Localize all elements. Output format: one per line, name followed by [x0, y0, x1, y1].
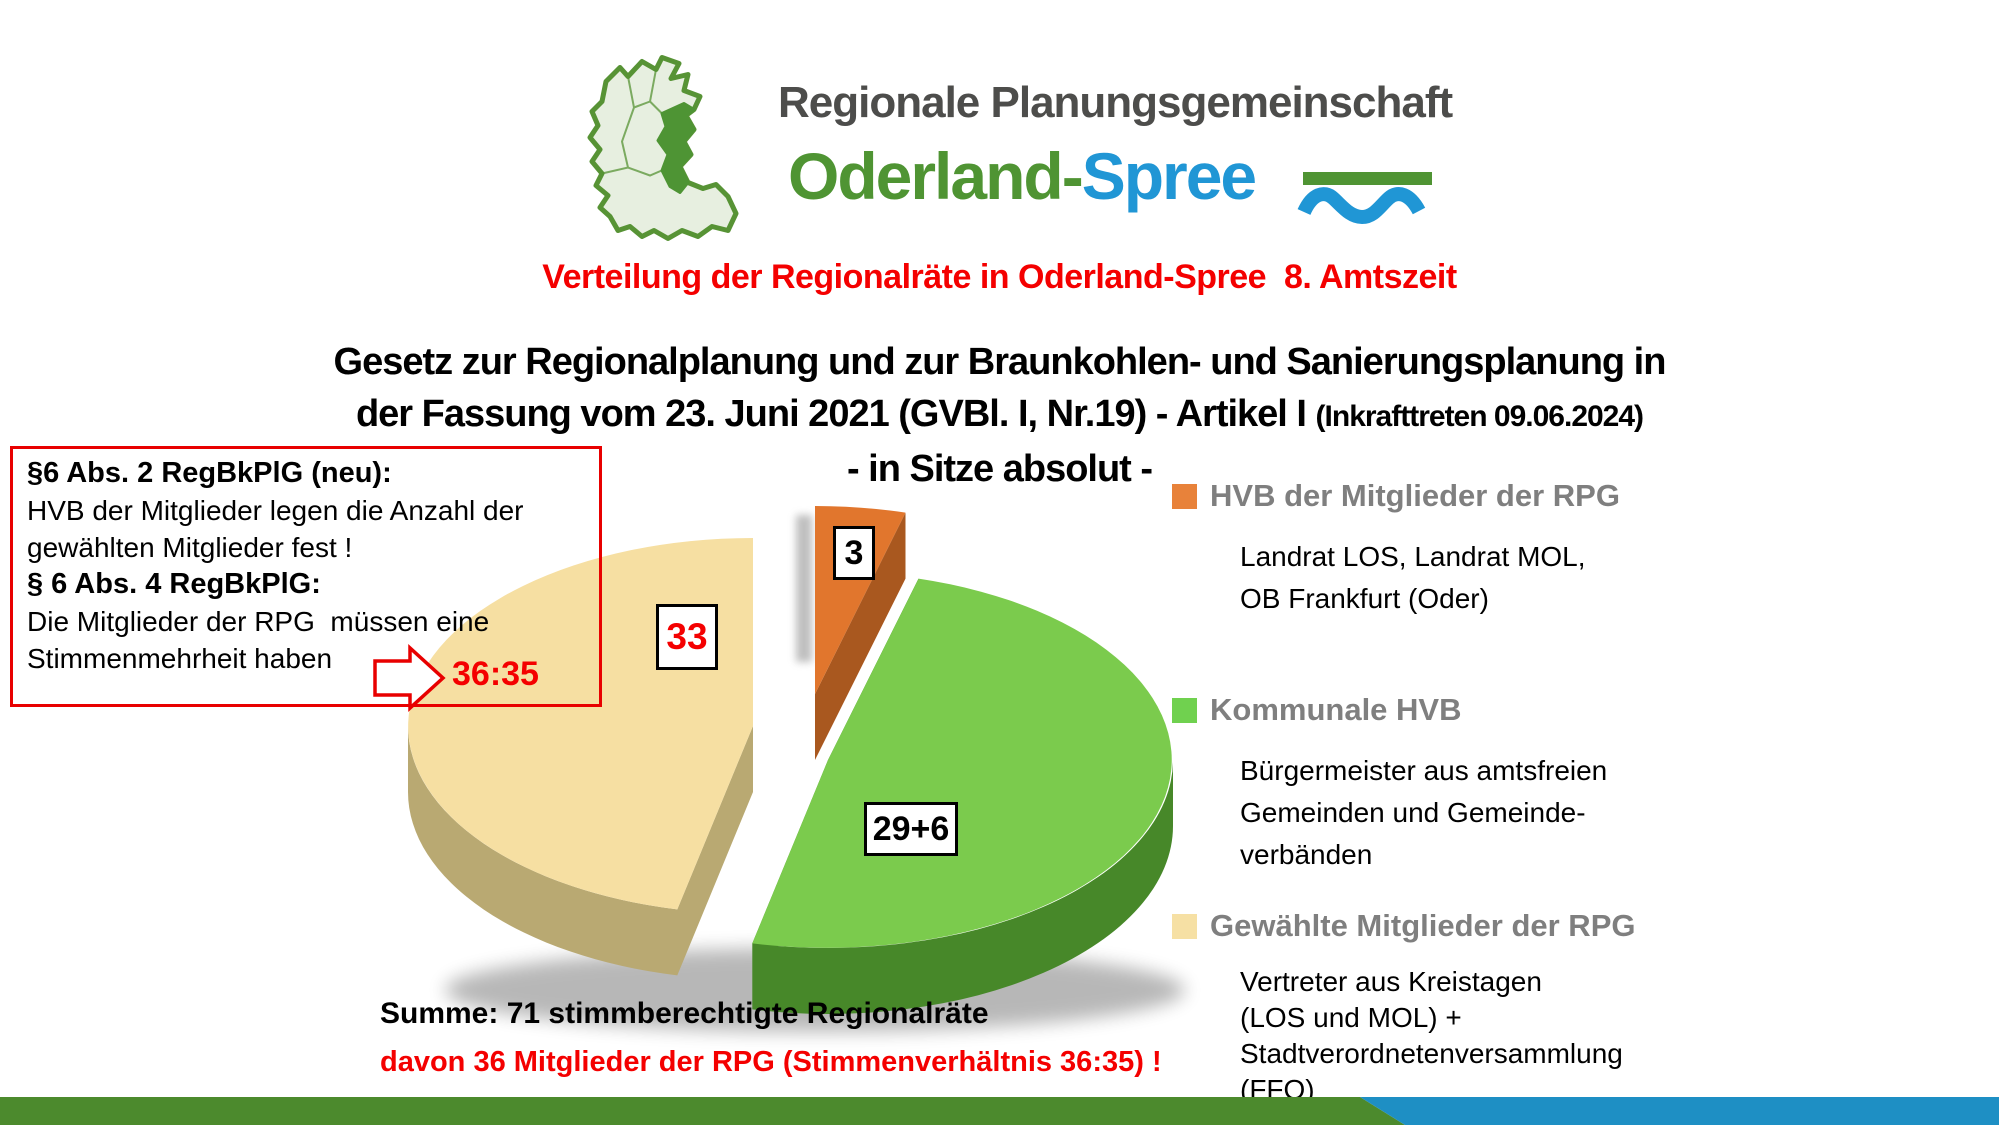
- legend-desc-line: (LOS und MOL) +: [1240, 1002, 1462, 1033]
- logo-brand-name: Oderland-Spree: [788, 138, 1257, 213]
- pie-label-yellow: 33: [656, 604, 718, 670]
- legend-desc: Landrat LOS, Landrat MOL, OB Frankfurt (…: [1240, 536, 1812, 620]
- legend-desc-line: verbänden: [1240, 839, 1373, 870]
- legend-title: Kommunale HVB: [1210, 692, 1462, 727]
- legend-desc-line: Vertreter aus Kreistagen: [1240, 966, 1542, 997]
- logo-brand-green: Oderland-: [788, 139, 1084, 213]
- legend-item-hvb: HVB der Mitglieder der RPG Landrat LOS, …: [1172, 478, 1812, 620]
- pie-slice-part: [796, 515, 812, 662]
- summary-total: Summe: 71 stimmberechtigte Regionalräte: [380, 997, 989, 1030]
- logo-org-name: Regionale Planungsgemeinschaft: [778, 78, 1453, 127]
- law-heading-line1: Gesetz zur Regionalplanung und zur Braun…: [333, 341, 1667, 383]
- slide-title: Verteilung der Regionalräte in Oderland-…: [542, 258, 1457, 296]
- arrow-right-icon: [373, 644, 446, 712]
- summary-ratio: davon 36 Mitglieder der RPG (Stimmenverh…: [380, 1046, 1162, 1078]
- wave-green-bar: [1303, 172, 1432, 185]
- pie-slice-part: [752, 578, 1173, 1014]
- map-region-highlight: [656, 102, 696, 194]
- footer-bar-blue: [1360, 1097, 1999, 1125]
- note-line-3: gewählten Mitglieder fest !: [27, 532, 353, 563]
- legend-desc-line: OB Frankfurt (Oder): [1240, 583, 1489, 614]
- note-line-5: Die Mitglieder der RPG müssen eine: [27, 606, 490, 637]
- law-heading-line2: der Fassung vom 23. Juni 2021 (GVBl. I, …: [0, 388, 1999, 443]
- region-map-logo: [587, 55, 739, 241]
- law-note-box: §6 Abs. 2 RegBkPlG (neu): HVB der Mitgli…: [10, 446, 602, 707]
- law-heading-line3: - in Sitze absolut -: [846, 448, 1153, 490]
- wave-icon: [1297, 172, 1432, 225]
- note-line-2: HVB der Mitglieder legen die Anzahl der: [27, 495, 524, 526]
- pie-slice-part: [752, 578, 1172, 948]
- note-line-1: §6 Abs. 2 RegBkPlG (neu):: [27, 457, 392, 489]
- legend-desc: Vertreter aus Kreistagen (LOS und MOL) +…: [1240, 964, 1812, 1108]
- summary: Summe: 71 stimmberechtigte Regionalräte …: [380, 990, 1162, 1086]
- legend-swatch-green: [1172, 697, 1197, 723]
- vote-ratio: 36:35: [452, 655, 539, 693]
- legend-title: Gewählte Mitglieder der RPG: [1210, 908, 1636, 943]
- legend-desc-line: Gemeinden und Gemeinde-: [1240, 797, 1586, 828]
- legend-swatch-yellow: [1172, 913, 1197, 939]
- note-line-4: § 6 Abs. 4 RegBkPlG:: [27, 568, 321, 600]
- law-heading-line2-main: der Fassung vom 23. Juni 2021 (GVBl. I, …: [355, 393, 1307, 435]
- pie-label-orange: 3: [833, 526, 875, 580]
- map-district-borders: [601, 69, 665, 177]
- law-heading-line2-small: (Inkrafttreten 09.06.2024): [1315, 400, 1644, 433]
- legend-desc: Bürgermeister aus amtsfreien Gemeinden u…: [1240, 750, 1812, 876]
- pie-slice-part: [815, 506, 906, 760]
- note-line-6: Stimmenmehrheit haben: [27, 643, 333, 674]
- footer-bar-green: [0, 1097, 1405, 1125]
- legend-item-gewaehlte: Gewählte Mitglieder der RPG Vertreter au…: [1172, 908, 1812, 1108]
- legend-desc-line: Bürgermeister aus amtsfreien: [1240, 755, 1608, 786]
- law-heading: Gesetz zur Regionalplanung und zur Braun…: [0, 336, 1999, 495]
- legend-desc-line: Stadtverordnetenversammlung: [1240, 1038, 1623, 1069]
- logo-brand-blue: Spree: [1081, 139, 1257, 213]
- legend-swatch-orange: [1172, 483, 1197, 509]
- legend-title: HVB der Mitglieder der RPG: [1210, 478, 1620, 513]
- wave-blue-line: [1297, 187, 1426, 225]
- pie-label-green: 29+6: [864, 802, 958, 856]
- legend-desc-line: Landrat LOS, Landrat MOL,: [1240, 541, 1586, 572]
- footer-bar: [0, 1097, 1999, 1125]
- pie-slice-part: [408, 538, 753, 976]
- legend-item-kommunale-hvb: Kommunale HVB Bürgermeister aus amtsfrei…: [1172, 692, 1812, 876]
